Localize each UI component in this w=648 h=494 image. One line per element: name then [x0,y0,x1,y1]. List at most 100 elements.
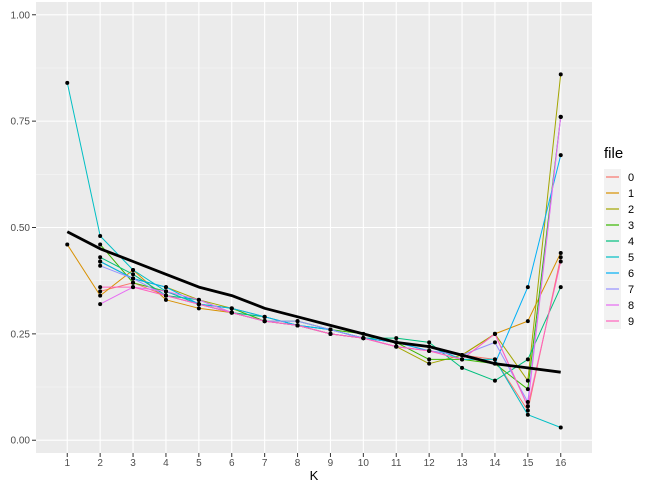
data-point [558,285,563,290]
data-point [98,289,103,294]
legend-label: 6 [628,268,634,280]
data-point [460,365,465,370]
legend-item: 5 [604,249,634,265]
x-tick-label: 15 [522,458,534,469]
x-tick-label: 13 [456,458,468,469]
data-point [131,268,136,273]
data-point [492,340,497,345]
data-point [525,387,530,392]
data-point [163,289,168,294]
legend-item: 1 [604,185,634,201]
data-point [460,353,465,358]
data-point [558,114,563,119]
data-point [163,293,168,298]
data-point [361,336,366,341]
data-point [394,336,399,341]
data-point [492,357,497,362]
data-point [131,272,136,277]
grid-layer [36,2,592,453]
data-point [131,280,136,285]
legend-item: 3 [604,217,634,233]
data-point [196,306,201,311]
x-tick-label: 9 [328,458,334,469]
data-point [525,319,530,324]
data-point [196,297,201,302]
data-point [525,404,530,409]
x-tick-label: 2 [97,458,103,469]
x-tick-label: 1 [64,458,70,469]
data-point [262,314,267,319]
legend-label: 7 [628,284,634,296]
data-point [394,340,399,345]
data-point [65,80,70,85]
data-point [492,378,497,383]
x-tick-label: 6 [229,458,235,469]
legend-item: 7 [604,281,634,297]
data-point [229,310,234,315]
legend-label: 2 [628,204,634,216]
data-point [295,319,300,324]
data-point [427,344,432,349]
legend-item: 6 [604,265,634,281]
legend-label: 3 [628,220,634,232]
data-point [98,263,103,268]
x-axis-ticks: 1 2 3 4 5 6 7 8 9 10 11 12 13 14 15 16 [64,453,567,469]
legend-item: 2 [604,201,634,217]
data-point [98,234,103,239]
data-point [558,72,563,77]
legend-item: 0 [604,169,634,185]
data-point [196,302,201,307]
y-tick-label: 0.25 [11,329,31,340]
legend-item: 4 [604,233,634,249]
data-point [131,285,136,290]
data-point [65,242,70,247]
data-point [131,276,136,281]
data-point [98,259,103,264]
data-point [98,293,103,298]
data-point [262,319,267,324]
data-point [295,323,300,328]
data-point [328,331,333,336]
data-point [525,412,530,417]
data-point [229,306,234,311]
data-point [558,153,563,158]
y-tick-label: 0.00 [11,436,31,447]
data-point [525,378,530,383]
x-tick-label: 5 [196,458,202,469]
data-point [492,331,497,336]
data-point [427,348,432,353]
points-layer [65,72,563,430]
trend-layer [66,230,561,374]
data-point [361,331,366,336]
x-tick-label: 7 [262,458,268,469]
x-tick-label: 10 [358,458,370,469]
data-point [558,425,563,430]
trend-line [66,230,561,374]
x-tick-label: 12 [424,458,436,469]
data-point [558,255,563,260]
legend-title: file [604,145,623,162]
data-point [163,285,168,290]
y-axis-ticks: 0.00 0.25 0.50 0.75 1.00 [11,10,36,447]
legend-label: 5 [628,252,634,264]
data-point [492,361,497,366]
data-point [98,285,103,290]
data-point [525,408,530,413]
legend-label: 0 [628,172,634,184]
data-point [328,327,333,332]
x-tick-label: 16 [555,458,567,469]
data-point [98,242,103,247]
legend: 0 1 2 3 4 5 6 7 8 9 [604,169,634,329]
x-tick-label: 3 [130,458,136,469]
data-point [525,357,530,362]
data-point [394,344,399,349]
y-tick-label: 0.50 [11,223,31,234]
data-point [98,302,103,307]
data-point [558,251,563,256]
data-point [460,357,465,362]
data-point [558,259,563,264]
data-point [163,297,168,302]
data-point [98,255,103,260]
x-axis-title: K [310,468,319,483]
